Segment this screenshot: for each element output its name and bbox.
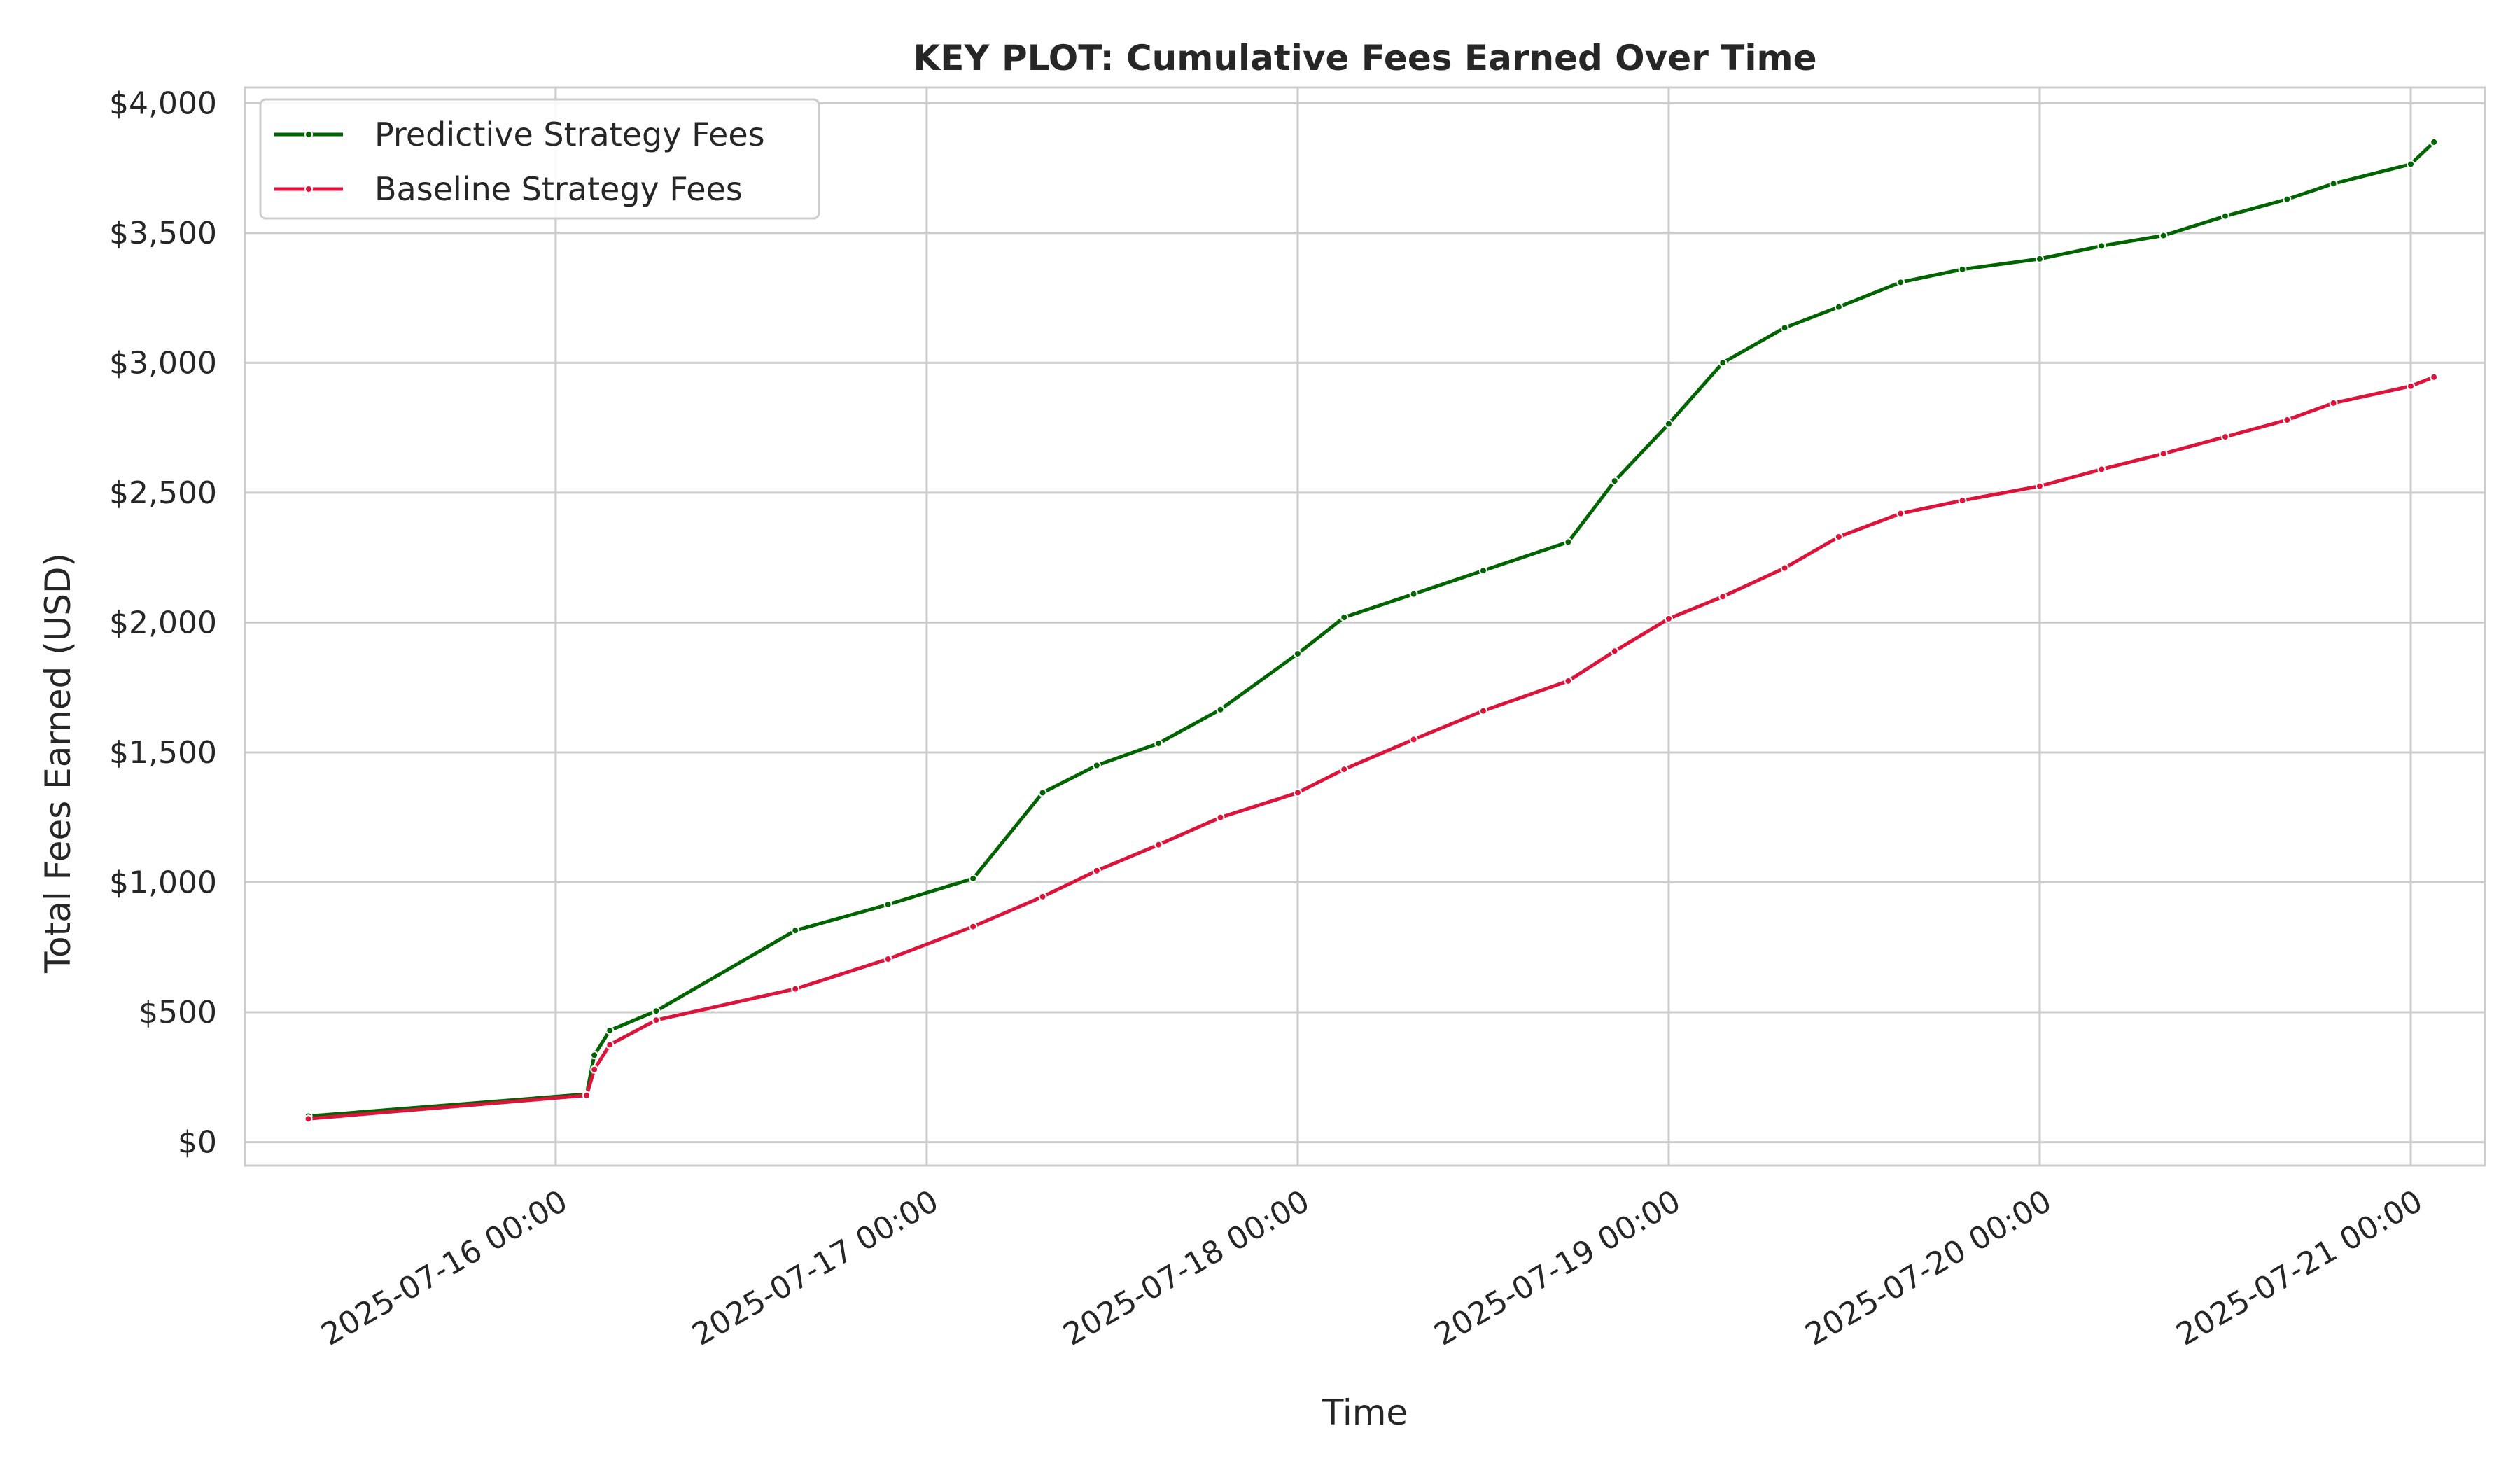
data-point — [1340, 613, 1349, 622]
data-point — [1958, 496, 1967, 505]
legend-label: Predictive Strategy Fees — [374, 115, 765, 153]
data-point — [2283, 415, 2292, 424]
data-point — [1780, 323, 1789, 332]
series-line — [308, 141, 2435, 1118]
data-point — [2406, 160, 2415, 169]
data-point — [2159, 449, 2168, 458]
data-point — [2097, 465, 2106, 474]
data-point — [791, 984, 800, 993]
data-point — [1038, 788, 1047, 797]
y-tick-label: $1,500 — [109, 735, 217, 771]
data-point — [1038, 892, 1047, 901]
data-point — [1610, 477, 1619, 486]
data-point — [1216, 705, 1225, 714]
data-point — [1664, 419, 1673, 428]
data-point — [304, 1114, 313, 1124]
data-point — [2430, 137, 2439, 146]
legend-box — [259, 98, 820, 220]
legend: Predictive Strategy Fees Baseline Strateg… — [259, 98, 820, 220]
data-point — [652, 1007, 661, 1016]
data-point — [590, 1065, 599, 1074]
chart-title: KEY PLOT: Cumulative Fees Earned Over Ti… — [913, 38, 1816, 78]
data-point — [1564, 676, 1573, 685]
y-tick-label: $4,000 — [109, 85, 217, 121]
data-point — [1293, 649, 1302, 658]
y-tick-label: $2,000 — [109, 605, 217, 640]
data-point — [2283, 195, 2292, 204]
data-point — [2035, 254, 2044, 263]
legend-label: Baseline Strategy Fees — [374, 170, 743, 208]
data-point — [582, 1091, 592, 1100]
y-tick-label: $500 — [139, 995, 217, 1030]
data-point — [1780, 564, 1789, 573]
plot-frame — [244, 86, 2486, 1167]
grid — [245, 88, 2485, 1166]
data-point — [1478, 706, 1488, 715]
data-point — [1718, 592, 1728, 601]
data-point — [1564, 538, 1573, 547]
data-point — [2220, 433, 2230, 442]
data-point — [1896, 509, 1905, 518]
data-point — [1958, 265, 1967, 274]
data-point — [2097, 241, 2106, 251]
data-point — [1092, 761, 1101, 770]
data-point — [2035, 482, 2044, 491]
data-point — [969, 874, 978, 883]
y-tick-label: $0 — [178, 1125, 217, 1161]
data-point — [1340, 765, 1349, 774]
data-point — [883, 954, 892, 963]
y-axis-label: Total Fees Earned (USD) — [38, 553, 78, 974]
data-point — [1154, 840, 1163, 849]
data-point — [1154, 738, 1163, 748]
series-line — [308, 375, 2435, 1121]
y-tick-labels: $0 $500 $1,000 $1,500 $2,000 $2,500 $3,000 $3,5… — [109, 85, 217, 1160]
data-point — [791, 926, 800, 935]
legend-marker — [304, 185, 313, 193]
data-point — [969, 922, 978, 931]
data-point — [1718, 358, 1728, 368]
data-point — [2220, 211, 2230, 220]
data-point — [1409, 589, 1418, 598]
x-axis-label: Time — [1322, 1392, 1408, 1433]
data-point — [606, 1040, 615, 1049]
series-baseline — [304, 372, 2439, 1124]
y-tick-label: $3,500 — [109, 216, 217, 251]
data-point — [2430, 372, 2439, 382]
data-point — [590, 1051, 599, 1060]
data-point — [652, 1016, 661, 1025]
data-point — [1092, 866, 1101, 875]
data-point — [2329, 398, 2338, 407]
data-point — [2329, 179, 2338, 188]
data-point — [1216, 813, 1225, 822]
y-tick-label: $3,000 — [109, 345, 217, 381]
data-point — [1896, 278, 1905, 287]
data-point — [2159, 231, 2168, 240]
y-tick-label: $2,500 — [109, 475, 217, 511]
data-point — [1834, 532, 1843, 541]
data-point — [1610, 647, 1619, 656]
data-point — [606, 1026, 615, 1035]
data-point — [1478, 566, 1488, 575]
data-point — [883, 900, 892, 909]
legend-marker — [304, 130, 313, 139]
series-layer — [304, 137, 2439, 1124]
y-tick-label: $1,000 — [109, 865, 217, 901]
data-point — [1293, 788, 1302, 797]
data-point — [2406, 382, 2415, 391]
data-point — [1664, 614, 1673, 623]
data-point — [1834, 302, 1843, 312]
data-point — [1409, 735, 1418, 744]
